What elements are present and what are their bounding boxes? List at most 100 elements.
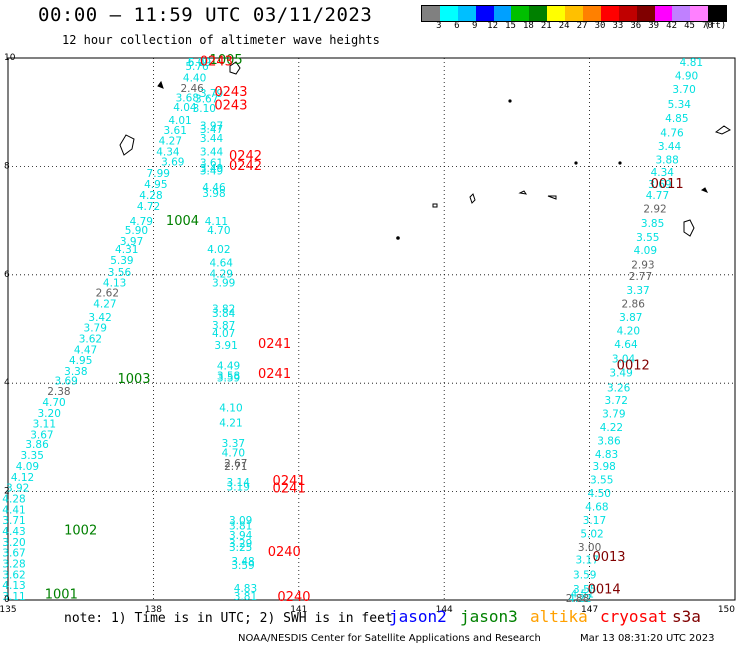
page-subtitle: 12 hour collection of altimeter wave hei… bbox=[62, 33, 380, 47]
wave-height-value: 2.86 bbox=[622, 298, 646, 310]
wave-height-value: 5.34 bbox=[668, 99, 692, 111]
wave-height-value: 2.93 bbox=[631, 259, 654, 271]
track-time-label: 1004 bbox=[166, 214, 199, 229]
wave-height-value: 3.37 bbox=[626, 285, 649, 297]
color-swatch bbox=[565, 6, 584, 21]
wave-height-value: 3.59 bbox=[573, 569, 596, 581]
wave-height-value: 4.70 bbox=[207, 225, 230, 237]
wave-height-value: 3.67 bbox=[30, 429, 53, 441]
wave-height-value: 3.44 bbox=[200, 133, 224, 145]
wave-height-value: 4.72 bbox=[137, 201, 160, 213]
track-time-label: 0241 bbox=[258, 337, 291, 352]
island bbox=[547, 195, 557, 200]
wave-height-value: 4.31 bbox=[115, 244, 138, 256]
island bbox=[119, 134, 135, 156]
color-swatch bbox=[672, 6, 691, 21]
track-time-label: 0243 bbox=[200, 55, 233, 70]
x-tick-label: 135 bbox=[0, 605, 17, 615]
wave-height-value: 3.84 bbox=[212, 308, 236, 320]
footer-note: note: 1) Time is in UTC; 2) SWH is in fe… bbox=[64, 611, 393, 626]
color-scale-label: 18 bbox=[522, 21, 534, 31]
wave-height-value: 3.37 bbox=[222, 438, 245, 450]
wave-height-value: 4.77 bbox=[646, 190, 669, 202]
wave-height-value: 3.88 bbox=[655, 155, 678, 167]
color-swatch bbox=[493, 6, 512, 21]
wave-height-value: 3.79 bbox=[200, 88, 223, 100]
wave-height-value: 3.19 bbox=[227, 482, 250, 494]
wave-height-value: 3.20 bbox=[38, 408, 61, 420]
wave-height-value: 2.62 bbox=[96, 287, 119, 299]
wave-height-value: 3.44 bbox=[658, 141, 682, 153]
wave-height-value: 4.13 bbox=[103, 278, 126, 290]
track-time-label: 0241 bbox=[273, 474, 306, 489]
wave-height-value: 3.55 bbox=[590, 474, 613, 486]
wave-height-value: 5.76 bbox=[185, 61, 209, 73]
color-swatch bbox=[690, 6, 709, 21]
track-time-label: 0241 bbox=[273, 482, 306, 497]
island bbox=[574, 161, 578, 165]
wave-height-value: 3.11 bbox=[33, 419, 56, 431]
credit-timestamp: Mar 13 08:31:20 UTC 2023 bbox=[580, 633, 715, 644]
wave-height-value: 4.50 bbox=[588, 488, 611, 500]
island-outlines bbox=[119, 61, 731, 240]
wave-height-value: 3.97 bbox=[120, 236, 143, 248]
y-tick-label: 6 bbox=[4, 270, 10, 280]
x-tick-label: 150 bbox=[718, 605, 735, 615]
wave-height-value: 3.14 bbox=[227, 477, 251, 489]
legend-entry-jason2: jason2 bbox=[389, 607, 447, 626]
track-time-label: 0243 bbox=[214, 98, 247, 113]
wave-height-value: 3.87 bbox=[619, 312, 642, 324]
wave-height-value: 3.82 bbox=[212, 304, 235, 316]
wave-height-value: 3.98 bbox=[592, 461, 615, 473]
wave-height-value: 3.48 bbox=[231, 556, 254, 568]
wave-height-value: 5.39 bbox=[110, 255, 133, 267]
island bbox=[229, 61, 241, 75]
wave-height-value: 4.43 bbox=[2, 526, 25, 538]
wave-height-value: 4.13 bbox=[2, 580, 25, 592]
wave-height-value: 3.72 bbox=[605, 395, 628, 407]
wave-height-value: 4.01 bbox=[168, 115, 191, 127]
color-scale-label: 30 bbox=[594, 21, 606, 31]
track-time-label: 0011 bbox=[651, 177, 684, 192]
wave-height-value: 3.56 bbox=[108, 267, 132, 279]
wave-height-value: 4.95 bbox=[144, 179, 167, 191]
wave-height-value: 4.47 bbox=[74, 344, 97, 356]
wave-height-value: 3.87 bbox=[212, 320, 235, 332]
wave-height-value: 4.41 bbox=[2, 504, 25, 516]
track-time-label: 1002 bbox=[64, 523, 97, 538]
track-time-label: 0243 bbox=[214, 85, 247, 100]
wave-height-value: 3.35 bbox=[21, 450, 44, 462]
page-title: 00:00 – 11:59 UTC 03/11/2023 bbox=[38, 4, 373, 26]
wave-height-value: 3.20 bbox=[2, 537, 25, 549]
wave-height-value: 3.79 bbox=[602, 408, 625, 420]
wave-height-value: 3.25 bbox=[229, 542, 252, 554]
wave-height-value: 3.62 bbox=[2, 569, 25, 581]
color-scale-label: 39 bbox=[648, 21, 660, 31]
wave-height-value: 3.44 bbox=[200, 147, 224, 159]
wave-height-value: 2.88 bbox=[566, 593, 589, 605]
wave-height-value: 4.34 bbox=[156, 147, 180, 159]
wave-height-value: 2.46 bbox=[180, 83, 204, 95]
y-tick-label: 2 bbox=[4, 487, 10, 497]
wave-height-value: 3.26 bbox=[607, 382, 631, 394]
wave-height-value: 3.91 bbox=[214, 340, 237, 352]
color-swatch bbox=[636, 6, 655, 21]
wave-height-value: 4.64 bbox=[210, 258, 234, 270]
wave-height-value: 3.49 bbox=[200, 166, 223, 178]
color-scale-label: 6 bbox=[454, 21, 460, 31]
wave-height-value: 3.99 bbox=[212, 278, 235, 290]
wave-height-value: 3.58 bbox=[217, 370, 240, 382]
wave-height-value: 3.85 bbox=[641, 218, 664, 230]
wave-height-value: 3.49 bbox=[609, 368, 632, 380]
wave-height-value: 3.69 bbox=[54, 375, 77, 387]
color-scale-labels: 3 6 9 12 15 18 21 24 27 30 33 36 39 42 45 70 (ft) bbox=[421, 21, 740, 33]
track-time-label: 0240 bbox=[268, 545, 301, 560]
wave-height-value: 3.67 bbox=[2, 548, 25, 560]
wave-height-value: 3.59 bbox=[217, 373, 240, 385]
wave-height-value: 4.34 bbox=[651, 167, 675, 179]
wave-height-value: 3.00 bbox=[578, 542, 601, 554]
wave-height-value: 4.95 bbox=[69, 355, 92, 367]
wave-height-value: 5.70 bbox=[188, 57, 211, 69]
wave-height-value: 3.55 bbox=[573, 584, 596, 596]
